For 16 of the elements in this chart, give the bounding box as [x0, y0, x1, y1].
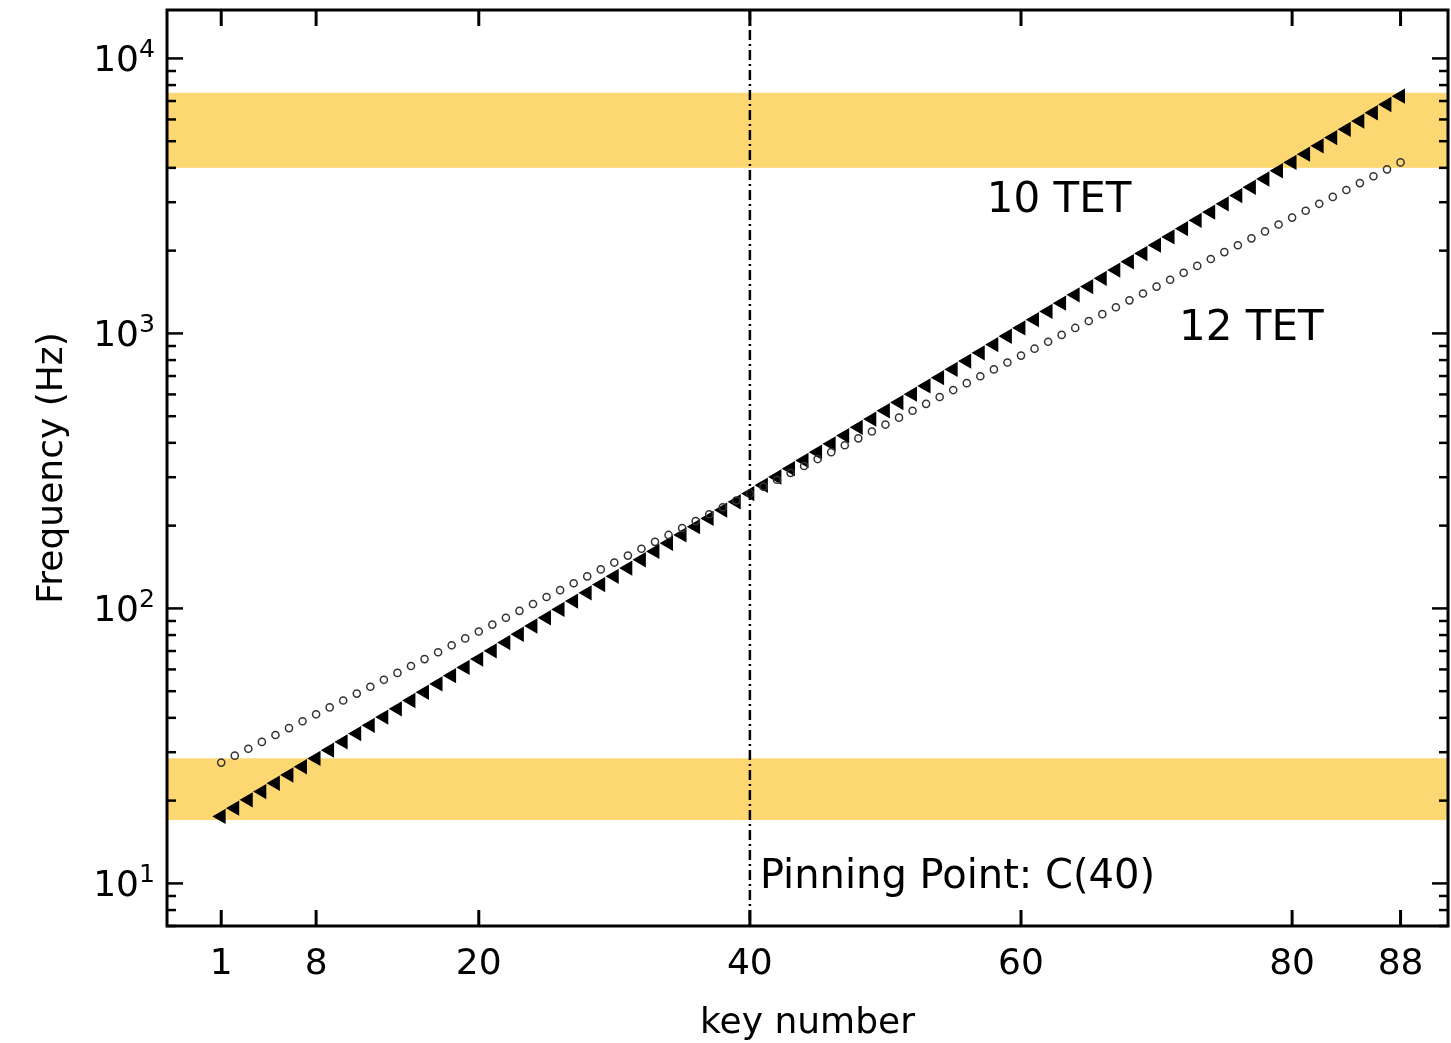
- x-tick-label: 40: [726, 941, 773, 982]
- x-tick-label: 1: [209, 941, 233, 982]
- y-axis-title: Frequency (Hz): [29, 332, 70, 604]
- x-tick-label: 88: [1377, 941, 1424, 982]
- y-tick-label: 10$^{4}$: [93, 33, 155, 80]
- ref-line-label: Pinning Point: C(40): [759, 851, 1156, 897]
- x-tick-label: 20: [455, 941, 502, 982]
- x-tick-label: 60: [998, 941, 1044, 982]
- x-tick-label: 80: [1269, 941, 1316, 982]
- series-label: 10 TET: [986, 172, 1132, 222]
- x-axis-title: key number: [700, 1000, 916, 1041]
- x-tick-label: 8: [304, 941, 328, 982]
- y-tick-label: 10$^{3}$: [93, 308, 155, 355]
- y-tick-label: 10$^{2}$: [93, 583, 155, 630]
- series-label: 12 TET: [1178, 300, 1324, 350]
- y-tick-label: 10$^{1}$: [93, 858, 155, 905]
